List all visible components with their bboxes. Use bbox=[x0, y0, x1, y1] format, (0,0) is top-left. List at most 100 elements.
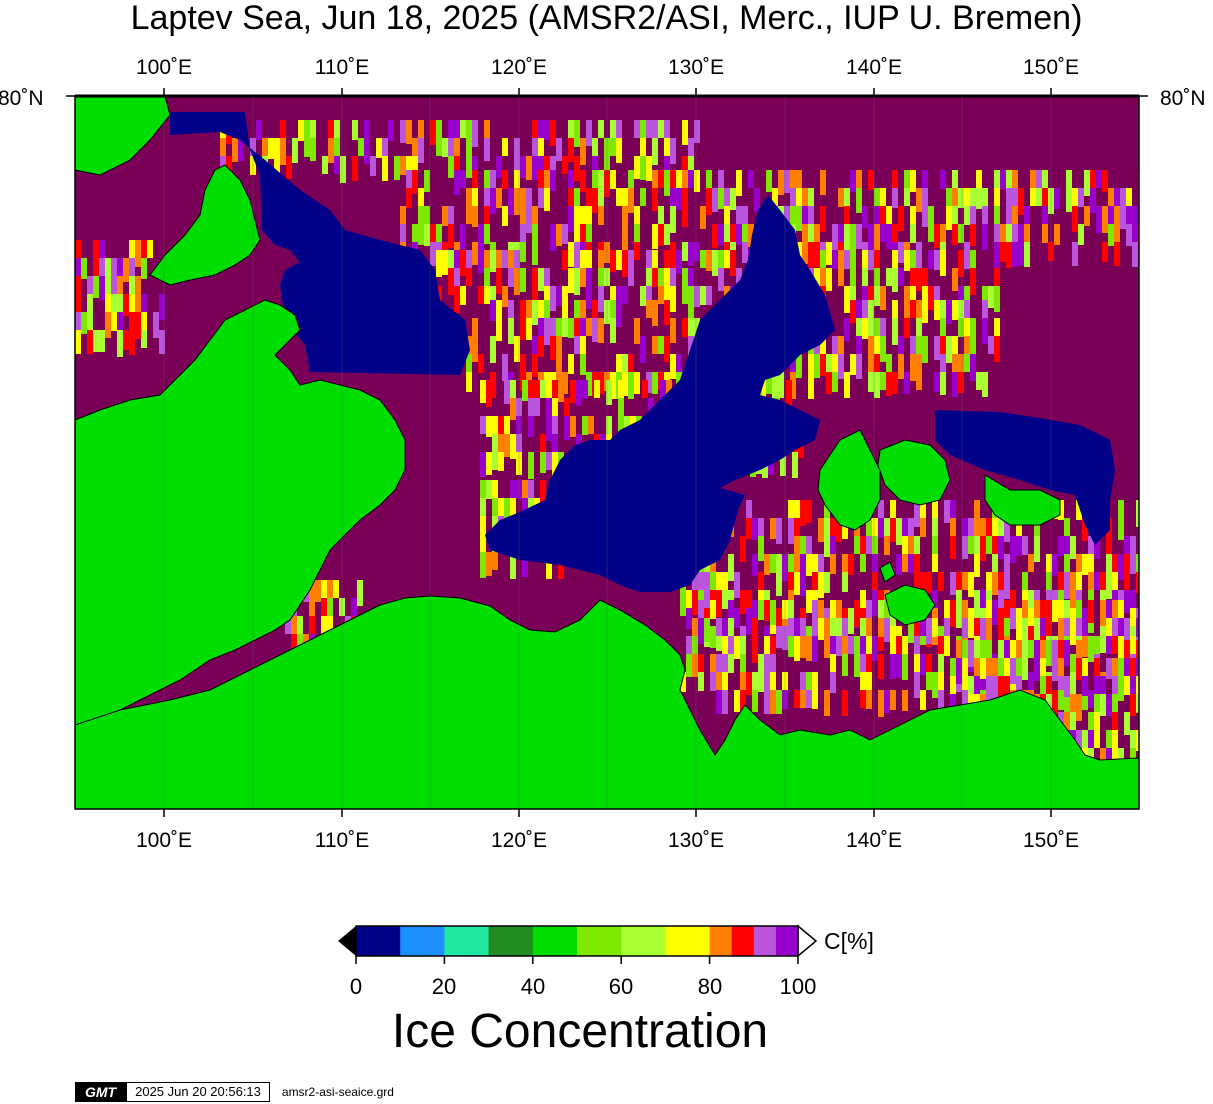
ice-pixel bbox=[952, 268, 958, 291]
open-water-central bbox=[485, 195, 835, 592]
ice-pixel bbox=[99, 276, 105, 300]
ice-pixel bbox=[758, 518, 764, 545]
ice-pixel bbox=[564, 398, 570, 420]
ice-pixel bbox=[872, 636, 878, 661]
ice-pixel bbox=[321, 580, 327, 602]
ice-pixel bbox=[87, 294, 93, 317]
ice-pixel bbox=[1064, 640, 1070, 666]
ice-pixel bbox=[950, 572, 956, 595]
ice-pixel bbox=[1076, 500, 1082, 520]
ice-pixel bbox=[1024, 242, 1030, 267]
ice-pixel bbox=[910, 206, 916, 227]
land-taymyr bbox=[75, 299, 406, 726]
ice-pixel bbox=[1012, 170, 1018, 194]
ice-pixel bbox=[658, 170, 664, 188]
ice-pixel bbox=[814, 354, 820, 378]
ice-pixel bbox=[498, 452, 504, 471]
ice-pixel bbox=[1016, 658, 1022, 676]
ice-pixel bbox=[460, 250, 466, 276]
ice-pixel bbox=[598, 268, 604, 293]
ice-pixel bbox=[842, 554, 848, 581]
ice-pixel bbox=[1100, 572, 1106, 597]
ice-pixel bbox=[688, 156, 694, 176]
ice-pixel bbox=[1082, 554, 1088, 575]
ice-pixel bbox=[788, 636, 794, 657]
ice-pixel bbox=[1100, 748, 1106, 769]
ice-pixel bbox=[998, 572, 1004, 599]
ice-pixel bbox=[886, 354, 892, 372]
ice-pixel bbox=[884, 618, 890, 642]
colorbar-cell bbox=[444, 926, 490, 956]
ice-pixel bbox=[664, 286, 670, 313]
ice-pixel bbox=[486, 480, 492, 499]
ice-pixel bbox=[1010, 608, 1016, 629]
ice-pixel bbox=[938, 636, 944, 655]
ice-pixel bbox=[159, 330, 165, 354]
ice-pixel bbox=[454, 170, 460, 195]
ice-pixel bbox=[592, 188, 598, 213]
ice-pixel bbox=[934, 286, 940, 305]
ice-pixel bbox=[418, 224, 424, 245]
ice-pixel bbox=[1076, 694, 1082, 721]
colorbar-cell bbox=[577, 926, 622, 956]
ice-pixel bbox=[135, 240, 141, 267]
ice-pixel bbox=[418, 120, 424, 144]
ice-pixel bbox=[694, 242, 700, 261]
ice-pixel bbox=[994, 336, 1000, 362]
ice-pixel bbox=[932, 608, 938, 627]
ice-pixel bbox=[952, 170, 958, 195]
ice-pixel bbox=[514, 250, 520, 270]
ice-pixel bbox=[634, 318, 640, 344]
ice-pixel bbox=[920, 654, 926, 675]
lon-label-bottom: 100˚E bbox=[135, 829, 193, 852]
ice-pixel bbox=[418, 138, 424, 163]
ice-pixel bbox=[526, 156, 532, 180]
timestamp-text: 2025 Jun 20 20:56:13 bbox=[126, 1082, 270, 1102]
frame-ticks bbox=[66, 88, 1148, 817]
ice-pixel bbox=[892, 268, 898, 292]
ice-pixel bbox=[388, 120, 394, 141]
ice-pixel bbox=[333, 580, 339, 598]
ice-pixel bbox=[970, 268, 976, 295]
ice-pixel bbox=[1106, 748, 1112, 767]
ice-pixel bbox=[532, 120, 538, 139]
ice-pixel bbox=[872, 572, 878, 598]
ice-pixel bbox=[610, 318, 616, 343]
ice-pixel bbox=[351, 598, 357, 620]
ice-pixel bbox=[442, 138, 448, 157]
ice-pixel bbox=[1004, 554, 1010, 572]
ice-pixel bbox=[1124, 554, 1130, 578]
ice-pixel bbox=[794, 572, 800, 595]
ice-pixel bbox=[842, 690, 848, 716]
ice-pixel bbox=[496, 300, 502, 326]
ice-pixel bbox=[770, 654, 776, 678]
ice-pixel bbox=[472, 120, 478, 147]
ice-pixel bbox=[836, 518, 842, 542]
ice-pixel bbox=[962, 640, 968, 658]
ice-pixel bbox=[1064, 536, 1070, 562]
ice-pixel bbox=[920, 518, 926, 537]
ice-pixel bbox=[492, 480, 498, 502]
ice-pixel bbox=[520, 206, 526, 228]
ice-pixel bbox=[1022, 618, 1028, 642]
ice-pixel bbox=[952, 224, 958, 245]
ice-pixel bbox=[1042, 224, 1048, 243]
colorbar-cell bbox=[665, 926, 711, 956]
colorbar-cell bbox=[400, 926, 445, 956]
ice-pixel bbox=[680, 672, 686, 692]
ice-pixel bbox=[764, 554, 770, 575]
ice-pixel bbox=[780, 452, 786, 476]
ice-pixel bbox=[914, 554, 920, 580]
colorbar-tick-label: 0 bbox=[349, 974, 363, 999]
ice-pixel bbox=[538, 138, 544, 157]
ice-pixel bbox=[550, 336, 556, 360]
ice-pixel bbox=[722, 572, 728, 598]
ice-pixel bbox=[574, 300, 580, 320]
ice-pixel bbox=[1118, 636, 1124, 660]
ice-pixel bbox=[724, 188, 730, 212]
ice-pixel bbox=[800, 636, 806, 658]
ice-pixel bbox=[111, 258, 117, 285]
ice-pixel bbox=[880, 286, 886, 310]
ice-pixel bbox=[884, 518, 890, 537]
colorbar-unit: C[%] bbox=[824, 928, 874, 954]
